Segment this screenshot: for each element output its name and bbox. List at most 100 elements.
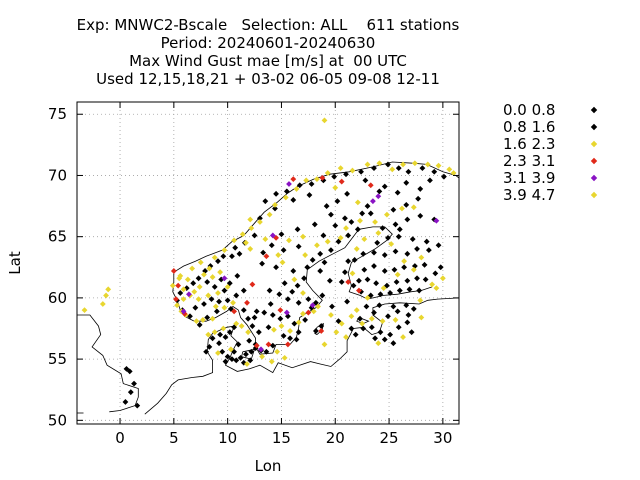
station-point-series-0 xyxy=(403,179,410,186)
station-point-series-0 xyxy=(233,292,240,299)
station-point-series-0 xyxy=(387,331,394,338)
legend-label: 0.8 1.6 xyxy=(503,118,555,136)
station-point-series-2 xyxy=(220,325,227,332)
station-point-series-0 xyxy=(381,183,388,190)
x-tick-label: 30 xyxy=(433,429,452,447)
station-point-series-0 xyxy=(190,280,197,287)
station-point-series-0 xyxy=(367,210,374,217)
station-point-series-2 xyxy=(353,246,360,252)
station-point-series-0 xyxy=(312,328,319,334)
station-point-series-0 xyxy=(395,165,402,172)
station-point-series-2 xyxy=(364,294,371,301)
station-point-series-2 xyxy=(196,283,203,290)
station-point-series-2 xyxy=(337,235,344,241)
station-point-series-2 xyxy=(191,288,198,295)
station-point-series-2 xyxy=(99,301,106,307)
station-point-series-0 xyxy=(295,329,302,336)
station-point-series-0 xyxy=(417,186,424,192)
station-point-series-0 xyxy=(240,359,247,366)
station-point-series-3 xyxy=(318,328,325,334)
station-point-series-0 xyxy=(406,286,413,293)
station-point-series-0 xyxy=(344,190,350,197)
station-point-series-2 xyxy=(174,302,180,309)
station-point-series-2 xyxy=(272,201,278,208)
station-point-series-2 xyxy=(337,165,344,172)
station-point-series-0 xyxy=(206,343,213,350)
station-point-series-2 xyxy=(343,334,349,340)
station-point-series-0 xyxy=(317,268,324,274)
station-point-series-0 xyxy=(236,250,243,257)
station-point-series-2 xyxy=(212,303,219,310)
station-point-series-2 xyxy=(257,219,263,225)
station-point-series-2 xyxy=(180,286,187,293)
station-point-series-0 xyxy=(404,319,411,326)
x-tick-label: 15 xyxy=(272,429,291,447)
station-point-series-2 xyxy=(278,323,285,329)
station-point-series-2 xyxy=(215,350,221,356)
station-point-series-0 xyxy=(266,287,273,294)
station-point-series-0 xyxy=(318,323,325,329)
station-point-series-2 xyxy=(105,286,112,293)
station-point-series-0 xyxy=(229,253,235,260)
title-line-2: Period: 20240601-20240630 xyxy=(160,34,376,52)
station-point-series-2 xyxy=(446,166,453,173)
station-point-series-2 xyxy=(287,328,293,334)
station-point-series-0 xyxy=(216,298,222,305)
station-point-series-2 xyxy=(230,299,236,306)
station-point-series-3 xyxy=(345,279,352,285)
station-point-series-3 xyxy=(249,281,256,288)
coastline-outline xyxy=(77,161,460,415)
station-point-series-0 xyxy=(394,189,401,196)
station-point-series-0 xyxy=(295,243,302,250)
station-point-series-0 xyxy=(211,283,218,290)
station-point-series-0 xyxy=(319,292,326,299)
station-point-series-0 xyxy=(231,324,238,331)
station-point-series-0 xyxy=(362,177,369,184)
station-point-series-2 xyxy=(348,313,355,320)
station-point-series-2 xyxy=(259,353,265,360)
station-point-series-5 xyxy=(243,239,249,246)
station-point-series-2 xyxy=(245,329,251,336)
station-point-series-0 xyxy=(304,264,311,271)
station-point-series-0 xyxy=(403,201,410,208)
station-point-series-2 xyxy=(81,307,88,314)
station-point-series-0 xyxy=(248,348,255,355)
station-point-series-0 xyxy=(249,323,256,329)
station-point-series-2 xyxy=(418,254,425,261)
station-point-series-0 xyxy=(345,258,352,265)
station-point-series-2 xyxy=(205,331,212,338)
station-point-series-0 xyxy=(376,188,383,195)
station-point-series-5 xyxy=(169,282,176,289)
station-point-series-0 xyxy=(381,252,388,258)
station-point-series-3 xyxy=(244,299,250,306)
station-point-series-4 xyxy=(433,217,440,224)
station-point-series-0 xyxy=(358,168,364,175)
station-point-series-0 xyxy=(343,171,349,178)
station-point-series-0 xyxy=(321,259,328,266)
station-point-series-2 xyxy=(368,315,375,322)
station-point-series-0 xyxy=(253,308,260,315)
station-point-series-0 xyxy=(425,247,432,254)
station-point-series-0 xyxy=(354,226,361,233)
station-point-series-2 xyxy=(314,242,320,249)
station-point-series-2 xyxy=(357,217,363,224)
station-point-series-0 xyxy=(419,165,426,172)
station-point-series-2 xyxy=(215,290,221,296)
station-point-series-0 xyxy=(243,351,249,358)
station-point-series-0 xyxy=(332,222,339,229)
station-point-series-0 xyxy=(296,182,303,189)
station-point-series-2 xyxy=(279,259,286,266)
station-point-series-2 xyxy=(300,233,306,240)
station-point-series-0 xyxy=(131,380,137,387)
station-point-series-0 xyxy=(390,340,397,347)
station-point-series-3 xyxy=(263,253,270,260)
station-point-series-4 xyxy=(283,309,290,316)
station-point-series-2 xyxy=(224,283,231,290)
station-point-series-2 xyxy=(338,320,345,327)
station-point-series-2 xyxy=(231,237,238,244)
station-point-series-3 xyxy=(290,176,297,183)
station-point-series-0 xyxy=(290,197,297,203)
station-point-series-0 xyxy=(305,296,312,303)
station-point-series-0 xyxy=(334,198,341,205)
